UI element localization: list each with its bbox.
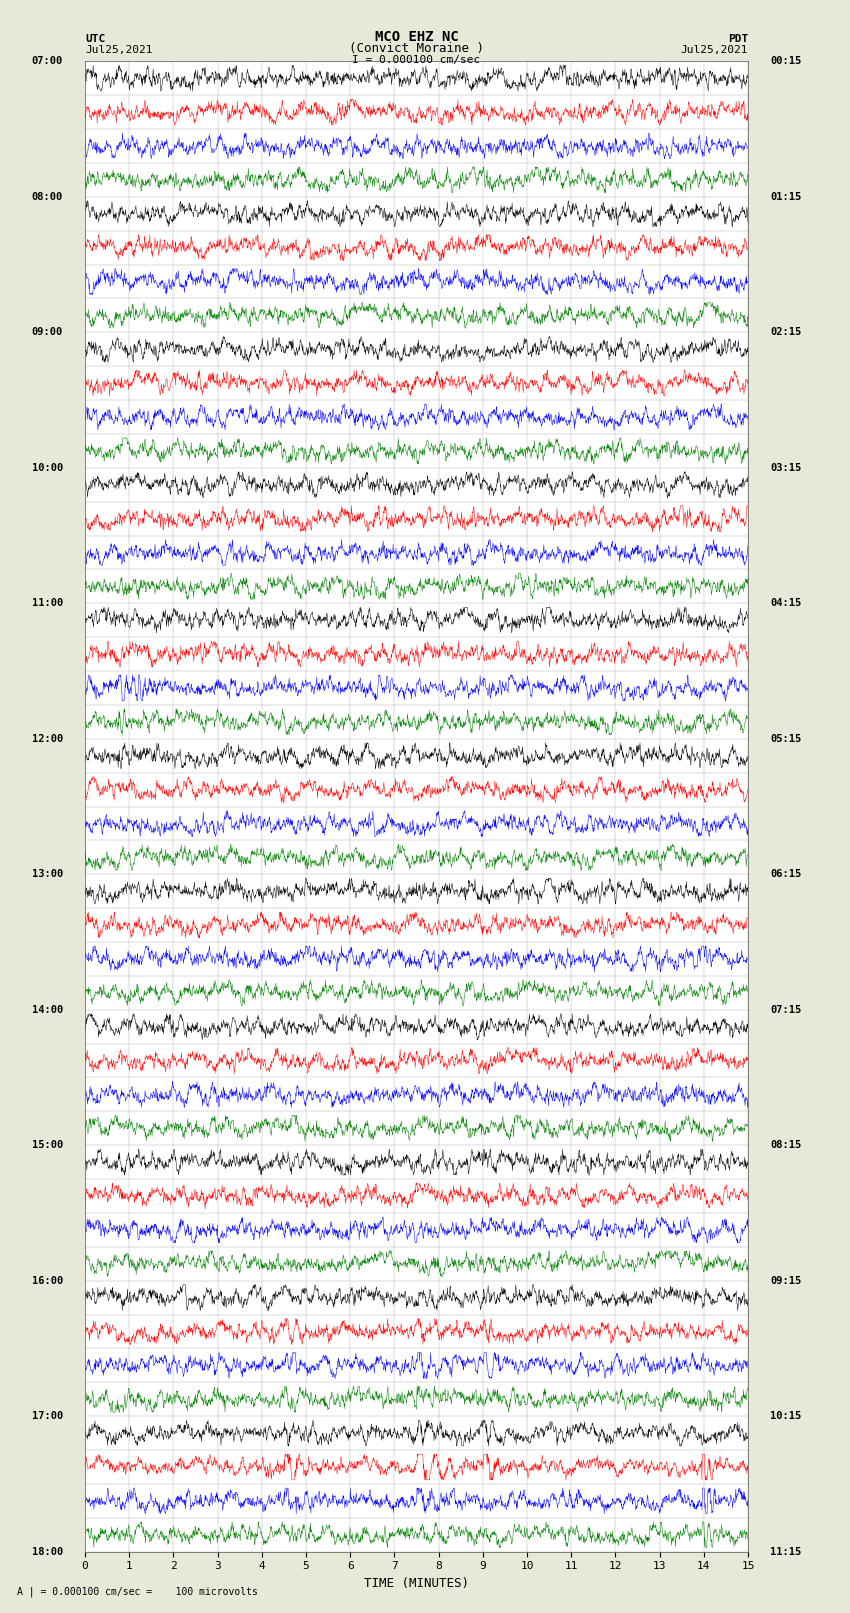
Text: 15:00: 15:00 xyxy=(31,1140,63,1150)
Text: 13:00: 13:00 xyxy=(31,869,63,879)
Text: 11:00: 11:00 xyxy=(31,598,63,608)
Text: Jul25,2021: Jul25,2021 xyxy=(681,45,748,55)
Text: 03:15: 03:15 xyxy=(770,463,802,473)
Text: UTC: UTC xyxy=(85,34,105,44)
Text: 10:15: 10:15 xyxy=(770,1411,802,1421)
Text: 10:00: 10:00 xyxy=(31,463,63,473)
Text: 07:00: 07:00 xyxy=(31,56,63,66)
Text: 08:00: 08:00 xyxy=(31,192,63,202)
X-axis label: TIME (MINUTES): TIME (MINUTES) xyxy=(364,1578,469,1590)
Text: 00:15: 00:15 xyxy=(770,56,802,66)
Text: 05:15: 05:15 xyxy=(770,734,802,744)
Text: MCO EHZ NC: MCO EHZ NC xyxy=(375,31,458,44)
Text: 18:00: 18:00 xyxy=(31,1547,63,1557)
Text: 06:15: 06:15 xyxy=(770,869,802,879)
Text: A | = 0.000100 cm/sec =    100 microvolts: A | = 0.000100 cm/sec = 100 microvolts xyxy=(17,1586,258,1597)
Text: 17:00: 17:00 xyxy=(31,1411,63,1421)
Text: Jul25,2021: Jul25,2021 xyxy=(85,45,152,55)
Text: 09:00: 09:00 xyxy=(31,327,63,337)
Text: I = 0.000100 cm/sec: I = 0.000100 cm/sec xyxy=(353,55,480,65)
Text: 02:15: 02:15 xyxy=(770,327,802,337)
Text: 01:15: 01:15 xyxy=(770,192,802,202)
Text: 12:00: 12:00 xyxy=(31,734,63,744)
Text: 14:00: 14:00 xyxy=(31,1005,63,1015)
Text: 08:15: 08:15 xyxy=(770,1140,802,1150)
Text: (Convict Moraine ): (Convict Moraine ) xyxy=(349,42,484,55)
Text: 11:15: 11:15 xyxy=(770,1547,802,1557)
Text: PDT: PDT xyxy=(728,34,748,44)
Text: 07:15: 07:15 xyxy=(770,1005,802,1015)
Text: 04:15: 04:15 xyxy=(770,598,802,608)
Text: 09:15: 09:15 xyxy=(770,1276,802,1286)
Text: 16:00: 16:00 xyxy=(31,1276,63,1286)
